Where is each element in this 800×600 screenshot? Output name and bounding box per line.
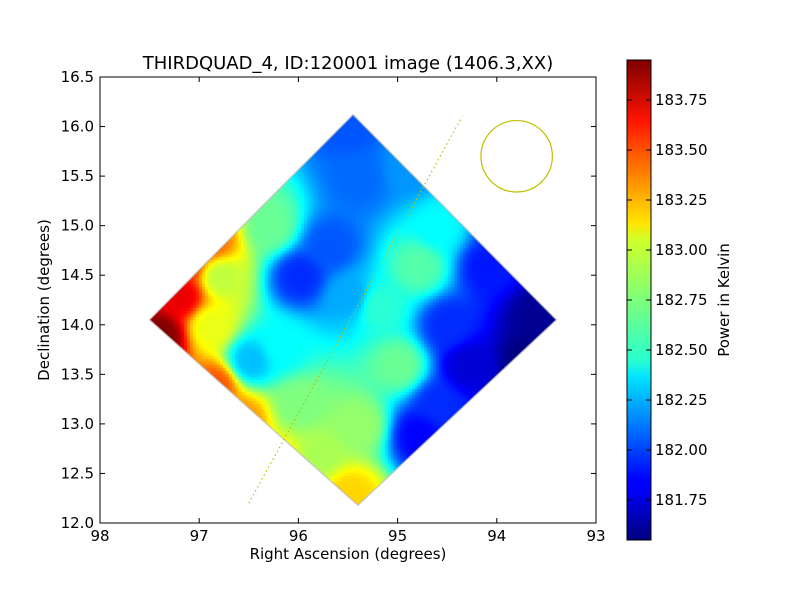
x-tick-label: 98	[90, 527, 109, 545]
colorbar-tick-label: 183.25	[655, 191, 708, 209]
x-tick-label: 94	[487, 527, 506, 545]
chart-title: THIRDQUAD_4, ID:120001 image (1406.3,XX)	[142, 53, 553, 74]
y-tick-label: 14.0	[61, 316, 94, 334]
colorbar-tick-label: 183.00	[655, 241, 708, 259]
y-axis-label: Declination (degrees)	[35, 219, 53, 381]
x-tick-label: 96	[289, 527, 308, 545]
colorbar-tick-label: 181.75	[655, 491, 708, 509]
footprint-outline	[148, 113, 558, 507]
colorbar-tick-label: 182.50	[655, 341, 708, 359]
y-tick-label: 13.0	[61, 415, 94, 433]
plot-frame	[99, 76, 597, 524]
colorbar-tick-label: 182.00	[655, 441, 708, 459]
colorbar-ticks: 181.75 182.00 182.25 182.50 182.75 183.00 183.…	[627, 91, 708, 509]
x-tick-label: 95	[388, 527, 407, 545]
y-tick-label: 16.5	[61, 68, 94, 86]
y-tick-label: 12.5	[61, 464, 94, 482]
y-tick-label: 16.0	[61, 118, 94, 136]
x-axis-label: Right Ascension (degrees)	[250, 545, 447, 563]
y-tick-label: 15.0	[61, 217, 94, 235]
x-tick-label: 93	[586, 527, 605, 545]
y-tick-label: 14.5	[61, 266, 94, 284]
y-tick-label: 12.0	[61, 514, 94, 532]
colorbar-tick-label: 182.75	[655, 291, 708, 309]
colorbar-tick-label: 182.25	[655, 391, 708, 409]
x-axis: 98 97 96 95 94 93	[90, 77, 606, 545]
beam-circle	[480, 119, 553, 193]
dotted-line	[248, 116, 463, 504]
y-tick-label: 13.5	[61, 365, 94, 383]
colorbar-label: Power in Kelvin	[715, 243, 733, 357]
y-axis: 12.0 12.5 13.0 13.5 14.0 14.5 15.0 15.5 16.0 16.5	[61, 68, 596, 532]
colorbar-tick-label: 183.50	[655, 141, 708, 159]
colorbar-tick-label: 183.75	[655, 91, 708, 109]
y-tick-label: 15.5	[61, 167, 94, 185]
x-tick-label: 97	[190, 527, 209, 545]
